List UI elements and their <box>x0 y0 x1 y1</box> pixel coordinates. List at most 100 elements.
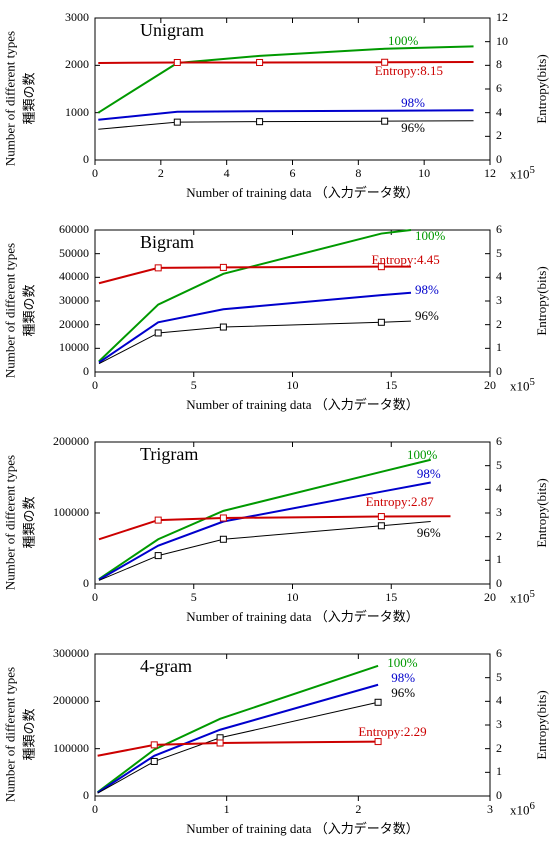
y-right-tick: 2 <box>496 529 502 544</box>
y-left-tick: 20000 <box>59 317 89 332</box>
series-label: 100% <box>407 447 437 463</box>
y-right-tick: 4 <box>496 693 502 708</box>
y-left-tick: 3000 <box>65 10 89 25</box>
y-left-tick: 200000 <box>53 434 89 449</box>
y-left-tick: 40000 <box>59 269 89 284</box>
y-right-tick: 3 <box>496 293 502 308</box>
x-tick: 0 <box>85 590 105 605</box>
x-tick: 5 <box>184 378 204 393</box>
y-right-tick: 4 <box>496 269 502 284</box>
y-left-tick: 60000 <box>59 222 89 237</box>
series-label: 98% <box>401 95 425 111</box>
y-right-tick: 1 <box>496 340 502 355</box>
x-tick: 2 <box>151 166 171 181</box>
y-left-tick: 300000 <box>53 646 89 661</box>
y-left-tick: 200000 <box>53 693 89 708</box>
y-right-tick: 6 <box>496 434 502 449</box>
y-right-label: Entropy(bits) <box>534 39 550 139</box>
x-tick: 0 <box>85 166 105 181</box>
y-right-tick: 8 <box>496 57 502 72</box>
x-label: Number of training data （入力データ数） <box>153 394 453 413</box>
x-exponent: x105 <box>510 376 535 394</box>
y-left-tick: 0 <box>83 364 89 379</box>
y-left-tick: 10000 <box>59 340 89 355</box>
y-right-tick: 0 <box>496 576 502 591</box>
y-right-tick: 12 <box>496 10 508 25</box>
series-label: 98% <box>415 282 439 298</box>
x-tick: 8 <box>348 166 368 181</box>
y-right-tick: 4 <box>496 481 502 496</box>
y-right-tick: 1 <box>496 552 502 567</box>
y-left-tick: 100000 <box>53 505 89 520</box>
y-right-tick: 3 <box>496 717 502 732</box>
panel-bigram: 0510152001000020000300004000050000600000… <box>0 212 555 424</box>
series-label: 100% <box>388 33 418 49</box>
x-tick: 12 <box>480 166 500 181</box>
panel-4-gram: 0123010000020000030000001234564-gram100%… <box>0 636 555 848</box>
x-tick: 3 <box>480 802 500 817</box>
y-right-tick: 6 <box>496 222 502 237</box>
x-tick: 0 <box>85 802 105 817</box>
series-label: 96% <box>415 308 439 324</box>
x-label: Number of training data （入力データ数） <box>153 606 453 625</box>
y-right-tick: 5 <box>496 458 502 473</box>
y-left-tick: 100000 <box>53 741 89 756</box>
y-right-tick: 2 <box>496 741 502 756</box>
panel-title: Trigram <box>140 444 198 465</box>
y-left-label: Number of different types種類の数 <box>3 453 38 593</box>
series-label: 96% <box>391 685 415 701</box>
y-right-label: Entropy(bits) <box>534 251 550 351</box>
y-left-label: Number of different types種類の数 <box>3 29 38 169</box>
series-label: Entropy:8.15 <box>375 63 443 79</box>
panel-title: Bigram <box>140 232 194 253</box>
y-right-tick: 6 <box>496 81 502 96</box>
series-label: 98% <box>391 670 415 686</box>
series-label: 100% <box>415 228 445 244</box>
x-exponent: x106 <box>510 800 535 818</box>
x-tick: 10 <box>283 378 303 393</box>
y-right-tick: 0 <box>496 152 502 167</box>
y-left-tick: 30000 <box>59 293 89 308</box>
y-right-tick: 2 <box>496 317 502 332</box>
y-left-tick: 0 <box>83 788 89 803</box>
x-tick: 0 <box>85 378 105 393</box>
series-label: 96% <box>401 120 425 136</box>
y-right-tick: 0 <box>496 788 502 803</box>
x-tick: 20 <box>480 590 500 605</box>
panel-trigram: 0510152001000002000000123456Trigram100%9… <box>0 424 555 636</box>
series-label: Entropy:4.45 <box>372 252 440 268</box>
x-label: Number of training data （入力データ数） <box>153 182 453 201</box>
y-right-tick: 2 <box>496 128 502 143</box>
y-right-tick: 10 <box>496 34 508 49</box>
x-tick: 5 <box>184 590 204 605</box>
y-left-tick: 50000 <box>59 246 89 261</box>
x-tick: 1 <box>217 802 237 817</box>
y-right-label: Entropy(bits) <box>534 675 550 775</box>
series-label: Entropy:2.87 <box>366 494 434 510</box>
y-left-tick: 1000 <box>65 105 89 120</box>
y-left-label: Number of different types種類の数 <box>3 665 38 805</box>
panel-title: 4-gram <box>140 656 192 677</box>
y-left-tick: 2000 <box>65 57 89 72</box>
y-right-tick: 0 <box>496 364 502 379</box>
x-tick: 4 <box>217 166 237 181</box>
x-tick: 10 <box>283 590 303 605</box>
y-right-tick: 5 <box>496 246 502 261</box>
y-right-tick: 6 <box>496 646 502 661</box>
panel-title: Unigram <box>140 20 204 41</box>
x-tick: 15 <box>381 590 401 605</box>
y-left-label: Number of different types種類の数 <box>3 241 38 381</box>
x-exponent: x105 <box>510 588 535 606</box>
panel-unigram: 0246810120100020003000024681012Unigram10… <box>0 0 555 212</box>
x-tick: 2 <box>348 802 368 817</box>
x-exponent: x105 <box>510 164 535 182</box>
x-label: Number of training data （入力データ数） <box>153 818 453 837</box>
y-right-tick: 5 <box>496 670 502 685</box>
series-label: 98% <box>417 466 441 482</box>
y-right-tick: 4 <box>496 105 502 120</box>
series-label: Entropy:2.29 <box>358 724 426 740</box>
series-label: 96% <box>417 525 441 541</box>
y-left-tick: 0 <box>83 152 89 167</box>
y-right-label: Entropy(bits) <box>534 463 550 563</box>
x-tick: 20 <box>480 378 500 393</box>
